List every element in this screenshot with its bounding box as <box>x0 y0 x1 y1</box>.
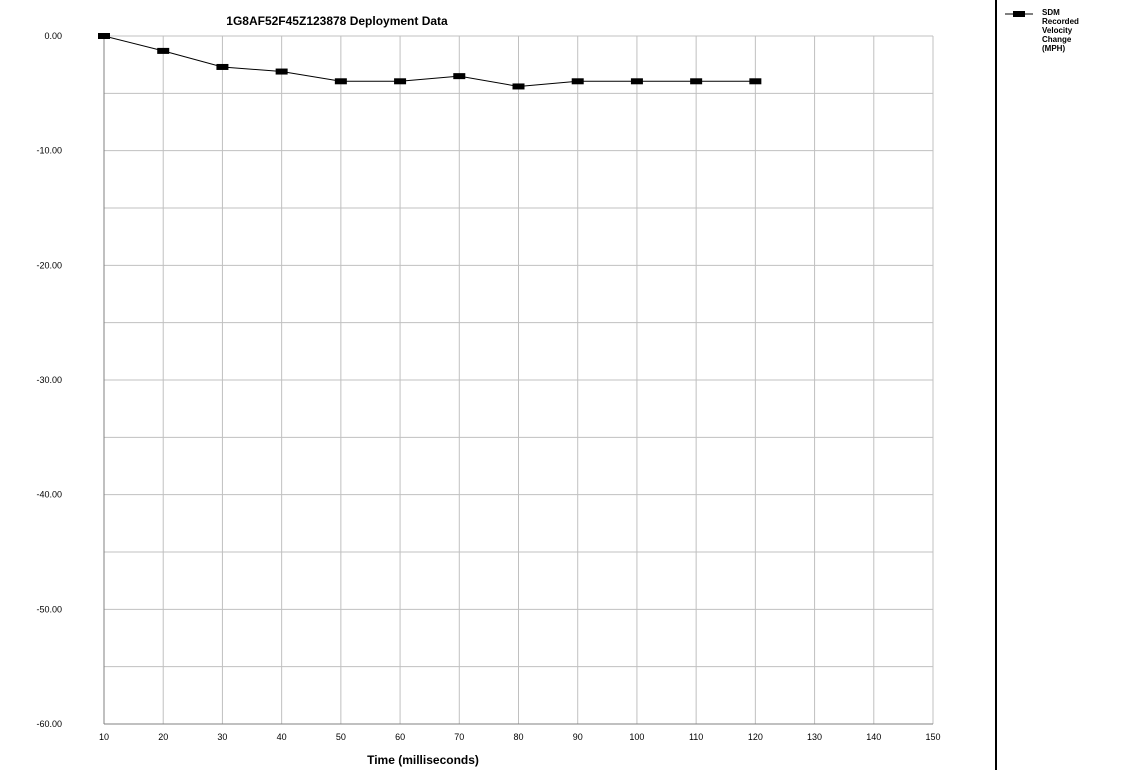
data-point-marker <box>98 33 110 39</box>
data-point-marker <box>275 68 288 75</box>
x-tick-label: 40 <box>277 732 287 742</box>
x-tick-label: 120 <box>748 732 763 742</box>
y-tick-label: -60.00 <box>36 719 62 729</box>
data-point-marker <box>334 78 347 85</box>
data-point-marker <box>394 78 407 85</box>
x-tick-label: 60 <box>395 732 405 742</box>
x-axis-title: Time (milliseconds) <box>367 753 479 767</box>
y-tick-label: 0.00 <box>44 31 62 41</box>
data-point-marker <box>453 73 466 80</box>
series-line <box>103 35 756 87</box>
y-tick-label: -20.00 <box>36 260 62 270</box>
data-point-marker <box>630 78 643 85</box>
data-point-marker <box>571 78 584 85</box>
x-tick-label: 130 <box>807 732 822 742</box>
x-tick-label: 110 <box>689 732 703 742</box>
y-tick-label: -10.00 <box>36 146 62 156</box>
series-layer <box>98 33 762 90</box>
data-point-marker <box>512 83 525 90</box>
data-point-marker <box>157 47 170 54</box>
x-tick-label: 80 <box>513 732 523 742</box>
x-tick-label: 90 <box>573 732 583 742</box>
x-tick-label: 20 <box>158 732 168 742</box>
x-tick-label: 10 <box>99 732 109 742</box>
legend-marker-sample <box>1013 11 1025 17</box>
data-point-marker <box>216 63 229 70</box>
chart-title: 1G8AF52F45Z123878 Deployment Data <box>226 14 448 28</box>
x-tick-label: 150 <box>925 732 940 742</box>
x-tick-label: 140 <box>866 732 881 742</box>
y-tick-label: -50.00 <box>36 604 62 614</box>
legend-label: Change <box>1042 35 1072 44</box>
legend-label: SDM <box>1042 8 1060 17</box>
x-tick-label: 30 <box>217 732 227 742</box>
x-tick-label: 50 <box>336 732 346 742</box>
axis-layer: 0.00 -10.00 -20.00 -30.00 -40.00 -50.00 -60.00… <box>36 31 940 742</box>
x-tick-label: 100 <box>629 732 644 742</box>
data-point-marker <box>749 78 762 85</box>
legend-label: (MPH) <box>1042 44 1065 53</box>
legend-label: Velocity <box>1042 26 1073 35</box>
y-tick-label: -30.00 <box>36 375 62 385</box>
y-tick-label: -40.00 <box>36 490 62 500</box>
x-tick-label: 70 <box>454 732 464 742</box>
legend-label: Recorded <box>1042 17 1079 26</box>
data-point-marker <box>690 78 703 85</box>
